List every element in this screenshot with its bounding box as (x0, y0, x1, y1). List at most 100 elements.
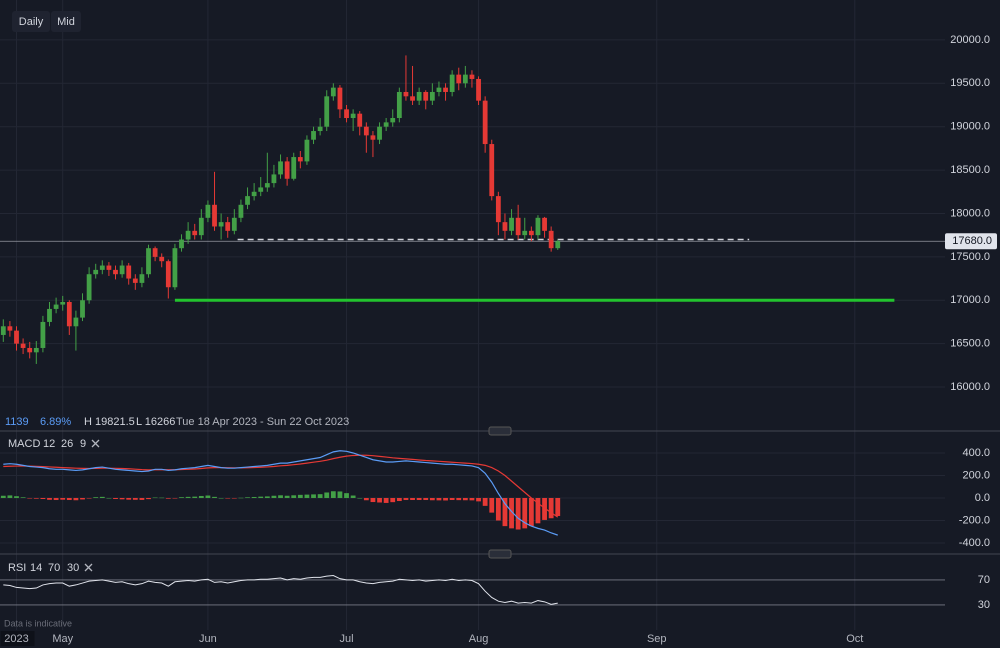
macd-histogram-bar (284, 495, 290, 498)
candle-body (86, 274, 92, 301)
macd-histogram-bar (489, 497, 495, 513)
macd-histogram-bar (119, 497, 125, 500)
candle-body (212, 204, 217, 227)
macd-histogram-bar (198, 495, 204, 498)
macd-histogram-bar (502, 497, 508, 527)
candle-body (449, 74, 455, 92)
candle-body (60, 301, 66, 305)
macd-histogram-bar (423, 497, 429, 501)
candle-body (73, 317, 79, 327)
indicator-param: 70 (48, 562, 60, 574)
macd-histogram-bar (106, 497, 112, 499)
candle-body (7, 326, 13, 331)
candle-body (106, 265, 112, 270)
x-tick-label: Sep (647, 633, 667, 645)
candle-body (502, 222, 508, 231)
candle-body (396, 91, 402, 119)
macd-histogram-bar (297, 494, 303, 498)
footer-note: Data is indicative (4, 618, 72, 628)
candle-body (291, 157, 297, 179)
candle-body (330, 87, 336, 97)
y-tick-label: 17000.0 (950, 294, 990, 306)
macd-histogram-bar (53, 497, 59, 501)
candle-body (80, 300, 85, 318)
macd-histogram-bar (469, 497, 475, 501)
close-icon[interactable] (84, 563, 93, 572)
candle-body (324, 96, 330, 127)
info-change: 6.89% (40, 416, 71, 428)
candle-body (93, 269, 99, 275)
indicator-name: MACD (8, 438, 40, 450)
x-tick-label: Aug (469, 633, 489, 645)
indicator-name: RSI (8, 562, 26, 574)
rsi-line (3, 575, 558, 605)
macd-histogram-bar (278, 495, 283, 498)
macd-histogram-bar (324, 492, 330, 498)
macd-histogram-bar (357, 497, 363, 499)
candle-body (297, 157, 303, 162)
candle-body (542, 217, 547, 231)
candle-body (403, 91, 409, 97)
macd-histogram-bar (47, 497, 52, 500)
price-type-button[interactable] (51, 11, 81, 32)
price-type-label: Mid (57, 16, 75, 28)
macd-histogram-bar (113, 497, 118, 500)
y-tick-label: 200.0 (962, 469, 990, 481)
macd-histogram-bar (350, 495, 356, 498)
macd-histogram-bar (179, 497, 184, 498)
macd-histogram-bar (311, 494, 316, 498)
macd-histogram-bar (192, 496, 198, 498)
x-tick-label: 2023 (4, 633, 28, 645)
macd-histogram-bar (476, 497, 481, 502)
indicator-param: 9 (80, 438, 86, 450)
macd-histogram-bar (337, 491, 343, 498)
candle-body (535, 217, 541, 236)
candle-body (205, 204, 211, 218)
macd-histogram-bar (238, 497, 244, 499)
candle-body (119, 265, 125, 275)
interval-label: Daily (19, 16, 44, 28)
interval-button[interactable] (12, 11, 50, 32)
macd-histogram-bar (231, 497, 237, 499)
macd-histogram-bar (245, 497, 250, 498)
candle-body (423, 91, 429, 101)
macd-histogram-bar (172, 497, 178, 499)
candle-body (47, 308, 52, 322)
macd-histogram-bar (390, 497, 396, 503)
candle-body (469, 74, 475, 79)
candle-body (482, 100, 488, 145)
info-low: L 16266 (136, 416, 175, 428)
macd-histogram-bar (225, 497, 231, 499)
macd-histogram-bar (66, 497, 72, 501)
candle-body (429, 91, 435, 101)
candle-body (363, 126, 369, 136)
close-icon[interactable] (91, 439, 100, 448)
candle-body (185, 230, 191, 240)
macd-histogram-bar (403, 497, 409, 501)
macd-histogram-bar (383, 497, 389, 503)
pane-handle[interactable] (488, 549, 512, 559)
macd-histogram-bar (522, 497, 528, 529)
candle-body (218, 222, 224, 227)
candle-body (159, 256, 165, 262)
candle-body (264, 183, 270, 188)
candle-body (528, 230, 534, 236)
candle-body (66, 301, 72, 327)
y-tick-label: 30 (978, 599, 990, 611)
y-tick-label: 0.0 (975, 492, 990, 504)
macd-histogram-bar (330, 491, 336, 498)
macd-histogram-bar (185, 496, 191, 498)
y-tick-label: 400.0 (962, 447, 990, 459)
candle-body (344, 109, 349, 119)
macd-histogram-bar (535, 497, 541, 524)
candle-body (231, 217, 237, 231)
macd-histogram-bar (212, 496, 217, 498)
pane-handle[interactable] (488, 426, 512, 436)
macd-histogram-bar (99, 496, 105, 498)
macd-histogram-bar (33, 497, 39, 499)
candle-body (245, 196, 250, 205)
candle-body (377, 126, 382, 140)
candle-body (198, 217, 204, 236)
candle-body (172, 248, 178, 288)
